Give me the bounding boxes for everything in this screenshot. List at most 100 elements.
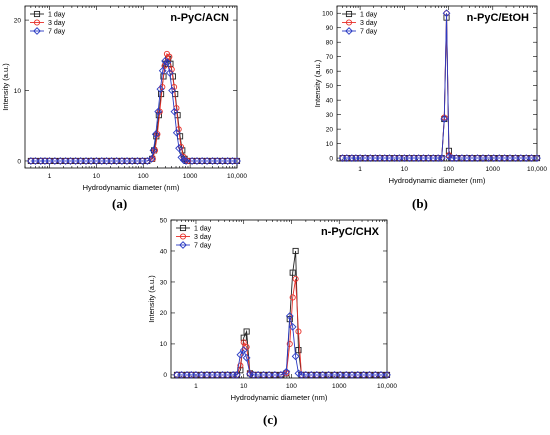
data-point (285, 312, 294, 320)
data-point (112, 157, 121, 165)
chart-title: n-PyC/ACN (170, 12, 229, 24)
data-point (56, 157, 65, 165)
data-point (289, 269, 296, 276)
legend-label: 7 day (360, 29, 378, 36)
data-point (365, 371, 374, 379)
y-axis-label: Intensity (a.u.) (147, 275, 156, 323)
data-point (237, 362, 244, 369)
data-point (31, 157, 40, 165)
data-point (511, 154, 520, 162)
data-point (353, 371, 362, 379)
series-line (30, 57, 237, 162)
x-tick-label: 1 (194, 383, 198, 390)
data-point (154, 107, 163, 116)
legend-marker (345, 27, 353, 35)
data-point (489, 154, 498, 162)
data-point (336, 371, 345, 379)
data-point (213, 157, 222, 165)
y-tick-label: 100 (322, 11, 333, 18)
legend-label: 3 day (360, 20, 378, 27)
data-point (50, 157, 59, 165)
data-point (288, 322, 297, 331)
x-tick-label: 100 (443, 166, 454, 173)
legend-marker (33, 27, 41, 35)
data-point (193, 157, 201, 165)
series-line (342, 13, 537, 159)
y-tick-label: 50 (326, 83, 334, 90)
data-point (123, 157, 131, 165)
data-point (203, 371, 211, 379)
data-point (395, 154, 404, 162)
data-point (243, 328, 250, 335)
data-point (170, 107, 179, 116)
legend-marker (179, 241, 187, 249)
data-point (149, 146, 158, 155)
data-point (265, 371, 273, 379)
data-point (500, 154, 509, 162)
chart-2: 1 10 100 1000 10,000 0 10 20 30 40 50 60 70 80 90 100 Hy… (313, 5, 547, 185)
x-tick-label: 10 (93, 173, 101, 180)
data-point (312, 371, 321, 379)
chart-title: n-PyC/CHX (321, 226, 380, 238)
data-point (468, 154, 476, 162)
data-point (66, 157, 75, 165)
data-point (271, 371, 279, 379)
data-point (182, 157, 190, 165)
series-2 (173, 275, 391, 378)
data-point (348, 371, 356, 379)
data-point (156, 85, 165, 93)
data-point (452, 154, 461, 162)
data-point (292, 275, 299, 282)
data-point (295, 328, 302, 335)
data-point (76, 157, 85, 165)
data-point (330, 371, 339, 379)
data-point (495, 154, 504, 162)
y-tick-label: 20 (326, 126, 334, 133)
x-tick-label: 10,000 (377, 383, 397, 390)
y-axis-label: Intensity (a.u.) (313, 59, 322, 107)
data-point (324, 371, 333, 379)
data-point (82, 157, 90, 165)
data-point (400, 154, 409, 162)
data-point (259, 371, 268, 379)
data-point (240, 339, 247, 346)
y-tick-label: 80 (326, 40, 334, 47)
x-tick-label: 10,000 (227, 173, 247, 180)
data-point (434, 154, 442, 162)
data-point (342, 371, 351, 379)
legend-marker (345, 10, 353, 18)
data-point (198, 157, 206, 165)
data-point (149, 155, 156, 162)
data-point (213, 371, 222, 379)
data-point (218, 371, 227, 379)
y-tick-label: 20 (14, 17, 22, 24)
data-point (342, 154, 351, 162)
x-axis-label: Hydrodynamic diameter (nm) (231, 393, 328, 402)
data-point (177, 371, 186, 379)
chart-3: 1 10 100 1000 10,000 0 10 20 30 40 50 Hydrodynamic … (147, 217, 397, 402)
y-tick-label: 50 (160, 217, 168, 224)
panel-label-c: (c) (263, 412, 278, 427)
series-3 (26, 57, 241, 165)
y-tick-label: 0 (163, 372, 167, 379)
y-tick-label: 90 (326, 25, 334, 32)
legend-label: 1 day (48, 12, 66, 19)
data-point (192, 371, 200, 379)
data-point (92, 157, 101, 165)
data-point (128, 157, 137, 165)
data-point (533, 154, 541, 162)
data-point (133, 157, 142, 165)
chart-1: 1 10 100 1000 10,000 0 10 20 Hydrodynamic diamet… (1, 5, 247, 192)
data-point (385, 154, 394, 162)
data-point (463, 154, 471, 162)
series-1 (27, 55, 241, 165)
legend-label: 1 day (194, 226, 212, 233)
y-axis-label: Intensity (a.u.) (1, 63, 10, 111)
x-tick-label: 1000 (486, 166, 501, 173)
data-point (457, 154, 466, 162)
legend-marker (345, 19, 353, 26)
panel-label-b: (b) (412, 196, 428, 211)
data-point (359, 371, 368, 379)
